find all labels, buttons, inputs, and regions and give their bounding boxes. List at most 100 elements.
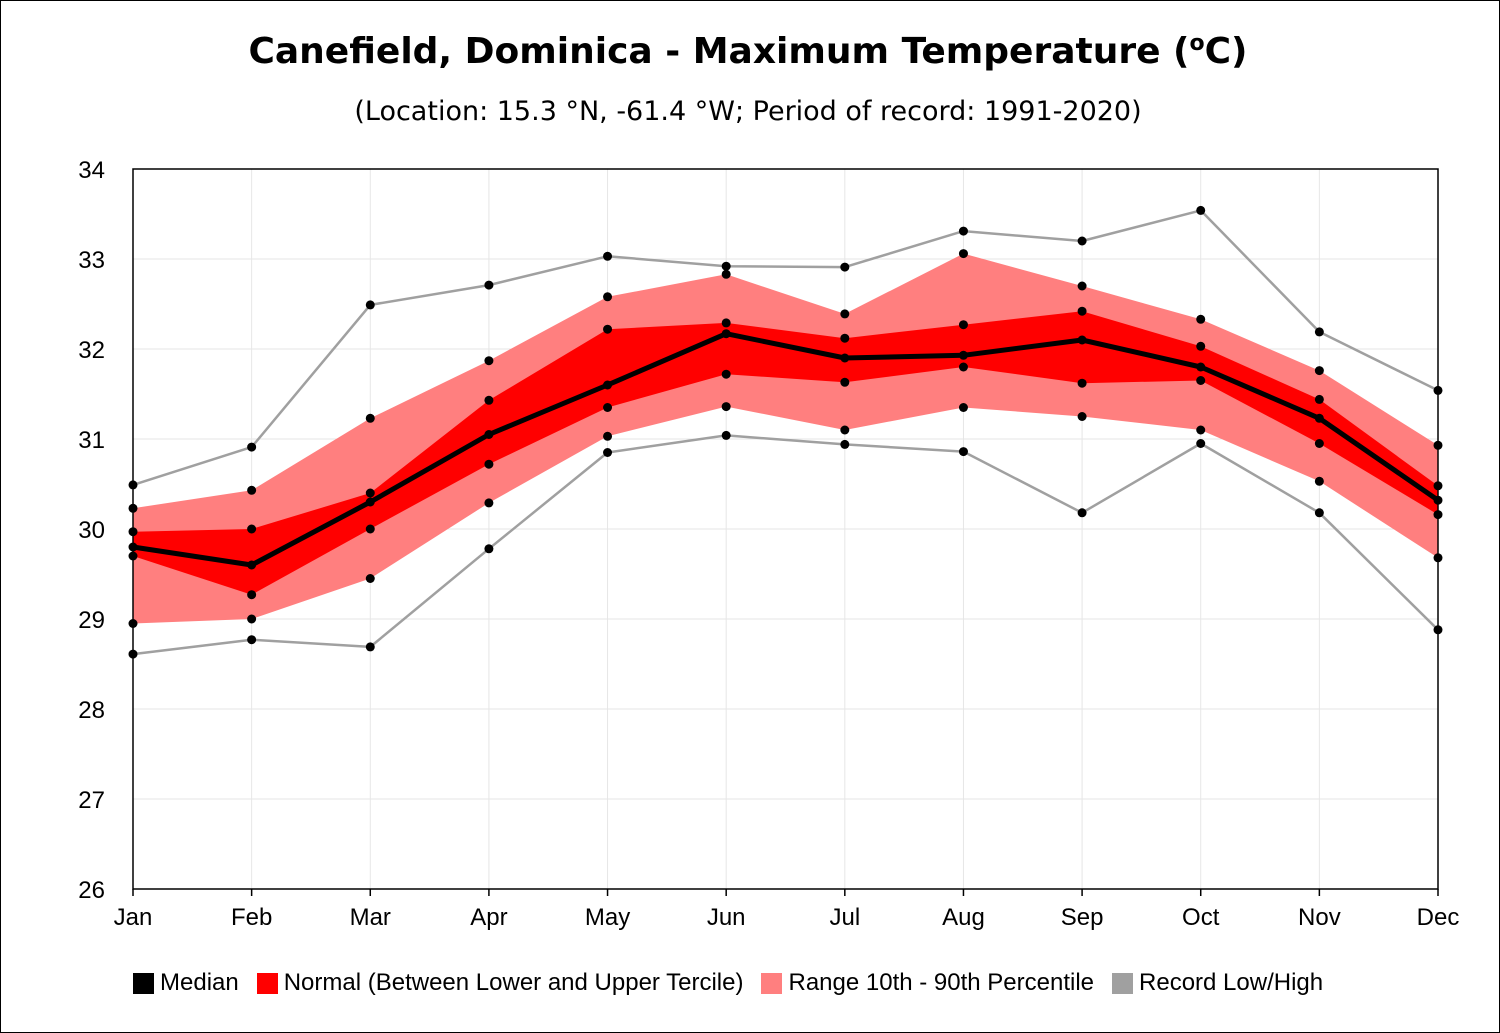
percentile-90-point	[603, 292, 613, 302]
median-point	[721, 329, 731, 339]
percentile-90-point	[721, 269, 731, 279]
record-high-point	[840, 262, 850, 272]
legend: Median Normal (Between Lower and Upper T…	[133, 963, 1453, 1003]
median-point	[247, 560, 257, 570]
record-low-point	[1196, 439, 1206, 448]
record-low-point	[840, 439, 850, 449]
record-low-point	[247, 635, 257, 645]
record-high-point	[1314, 327, 1324, 337]
record-low-point	[958, 447, 968, 457]
legend-label-normal: Normal (Between Lower and Upper Tercile)	[283, 969, 744, 996]
median-point	[1077, 335, 1087, 345]
record-high-point	[721, 261, 731, 271]
median-point	[365, 497, 375, 507]
normal-band	[133, 311, 1438, 595]
x-tick-label: Jul	[829, 904, 860, 931]
legend-swatch-median	[133, 972, 154, 994]
upper-tercile-point	[365, 488, 375, 498]
y-tick-label: 31	[78, 427, 105, 454]
percentile-10-point	[721, 402, 731, 412]
upper-tercile-point	[721, 318, 731, 328]
lower-tercile-point	[721, 369, 731, 379]
y-tick-label: 29	[78, 607, 105, 634]
temperature-chart: 26 27 28 29 30 31 32 33 34 Jan Feb Mar Apr May Jun Jul A…	[78, 157, 1460, 931]
upper-tercile-point	[484, 395, 494, 405]
upper-tercile-point	[603, 324, 613, 334]
upper-tercile-point	[1077, 306, 1087, 316]
legend-swatch-range	[761, 972, 783, 994]
y-tick-label: 33	[78, 247, 105, 274]
x-tick-label: Jan	[114, 904, 153, 931]
legend-item-normal: Normal (Between Lower and Upper Tercile)	[256, 969, 744, 997]
lower-tercile-point	[840, 377, 850, 387]
legend-item-median: Median	[133, 969, 239, 997]
record-low-point	[365, 642, 375, 652]
chart-subtitle: (Location: 15.3 °N, -61.4 °W; Period of …	[354, 96, 1142, 127]
median-point	[958, 350, 968, 360]
record-low-point	[484, 544, 494, 554]
median-line	[132, 331, 1440, 568]
record-high-point	[958, 226, 968, 236]
record-high-point	[1196, 205, 1206, 215]
legend-item-range: Range 10th - 90th Percentile	[761, 969, 1094, 997]
lower-tercile-point	[958, 362, 968, 372]
legend-label-record: Record Low/High	[1139, 969, 1324, 996]
median-point	[484, 430, 494, 439]
median-point	[1314, 413, 1324, 423]
y-tick-label: 32	[78, 337, 105, 364]
plot-border	[132, 168, 1439, 890]
record-high-point	[365, 300, 375, 310]
x-tick-label: Aug	[942, 904, 985, 931]
percentile-90-point	[958, 249, 968, 259]
lower-tercile-point	[365, 524, 375, 534]
percentile-90-point	[1196, 314, 1206, 324]
percentile-10-point	[247, 614, 257, 624]
percentile-10-point	[1314, 476, 1324, 486]
percentile-90-point	[1314, 366, 1324, 376]
record-high-point	[247, 442, 257, 452]
percentile-10-point	[484, 498, 494, 508]
percentile-90-point	[484, 356, 494, 366]
lower-tercile-point	[484, 459, 494, 469]
percentile-10-point	[958, 403, 968, 412]
record-low-point	[1077, 508, 1087, 518]
y-tick-label: 26	[78, 877, 105, 904]
percentile-90-point	[1077, 281, 1087, 291]
lower-tercile-point	[603, 403, 613, 412]
x-tick-label: Apr	[470, 904, 507, 931]
legend-swatch-record	[1112, 972, 1134, 994]
x-tick-label: Dec	[1417, 904, 1460, 931]
percentile-90-point	[840, 309, 850, 319]
x-tick-label: Sep	[1061, 904, 1104, 931]
percentile-90-point	[247, 485, 257, 495]
percentile-90-point	[365, 413, 375, 423]
lower-tercile-point	[1196, 376, 1206, 385]
median-point	[840, 353, 850, 363]
median-point	[603, 380, 613, 390]
record-low-point	[603, 448, 613, 457]
legend-label-median: Median	[160, 969, 239, 996]
x-tick-label: Nov	[1298, 904, 1341, 931]
x-tick-label: Jun	[707, 904, 746, 931]
percentile-10-point	[365, 574, 375, 583]
upper-tercile-point	[958, 320, 968, 330]
x-tick-label: May	[585, 904, 630, 931]
legend-item-record: Record Low/High	[1112, 969, 1323, 997]
upper-tercile-point	[247, 524, 257, 534]
y-tick-label: 28	[78, 697, 105, 724]
legend-label-range: Range 10th - 90th Percentile	[788, 969, 1095, 996]
y-tick-label: 34	[78, 157, 105, 184]
x-tick-label: Mar	[350, 904, 391, 931]
percentile-10-point	[603, 431, 613, 441]
record-low-point	[721, 430, 731, 440]
x-tick-label: Oct	[1182, 904, 1220, 931]
lower-tercile-point	[1314, 439, 1324, 448]
record-high-point	[484, 280, 494, 290]
legend-swatch-normal	[256, 972, 278, 994]
upper-tercile-point	[840, 333, 850, 343]
record-low-line	[132, 434, 1439, 656]
upper-tercile-point	[1314, 394, 1324, 404]
y-tick-label: 27	[78, 787, 105, 814]
percentile-10-point	[840, 425, 850, 435]
